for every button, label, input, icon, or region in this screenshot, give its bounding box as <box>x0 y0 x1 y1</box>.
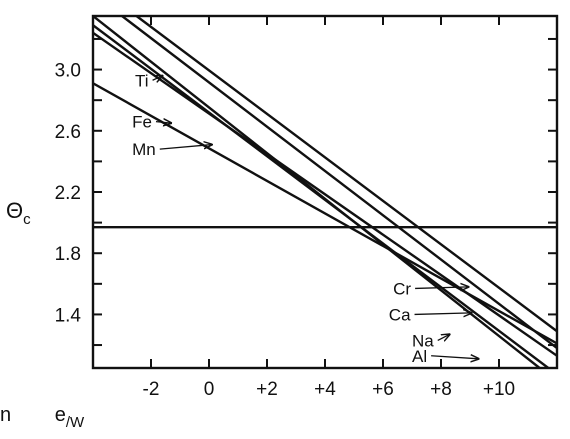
y-tick-label-4: 3.0 <box>55 61 81 82</box>
annotation-label-ca: Ca <box>389 305 411 324</box>
x-tick-label-6: +10 <box>483 379 515 400</box>
annotation-arrow-fe <box>155 122 171 124</box>
x-tick-label-5: +8 <box>430 379 452 400</box>
x-tick-label-1: 0 <box>204 379 215 400</box>
x-tick-label-0: -2 <box>143 379 160 400</box>
y-axis-title: Θc <box>6 198 31 228</box>
series-group <box>93 16 557 368</box>
annotation-label-al: Al <box>412 347 427 366</box>
x-tick-label-2: +2 <box>256 379 278 400</box>
annotation-label-cr: Cr <box>393 279 411 298</box>
series-line-3 <box>93 31 557 357</box>
x-axis-title-log: n <box>0 404 11 426</box>
x-tick-label-3: +4 <box>314 379 336 400</box>
annotation-arrow-mn <box>159 145 212 150</box>
y-tick-label-2: 2.2 <box>55 183 81 204</box>
series-line-6 <box>135 16 557 333</box>
annotation-arrow-ti <box>152 76 163 81</box>
plot-frame <box>91 14 559 370</box>
annotation-arrow-na <box>437 334 450 340</box>
annotation-arrow-cr <box>415 287 468 289</box>
y-tick-label-1: 1.8 <box>55 244 81 265</box>
tick-labels: -2 0 +2 +4 +6 +8 +10 1.4 1.8 2.2 2.6 3.0 <box>55 61 516 400</box>
y-axis-title-subscript: c <box>23 211 31 228</box>
y-tick-label-3: 2.6 <box>55 122 81 143</box>
y-tick-label-0: 1.4 <box>55 305 82 326</box>
annotation-arrow-al <box>431 356 479 359</box>
x-tick-label-4: +6 <box>372 379 394 400</box>
annotation-arrow-ca <box>414 313 472 315</box>
axis-ticks <box>92 16 558 368</box>
annotation-label-ti: Ti <box>135 71 149 90</box>
series-line-4 <box>93 82 557 345</box>
x-axis-title-n: e <box>55 404 66 426</box>
annotation-label-mn: Mn <box>132 140 156 159</box>
x-axis-title: n e/W <box>0 404 85 431</box>
annotation-label-na: Na <box>412 331 434 350</box>
y-axis-title-theta: Θ <box>6 198 23 223</box>
annotation-label-fe: Fe <box>132 113 152 132</box>
series-line-5 <box>121 16 557 350</box>
x-axis-title-subscript: /W <box>66 414 85 431</box>
